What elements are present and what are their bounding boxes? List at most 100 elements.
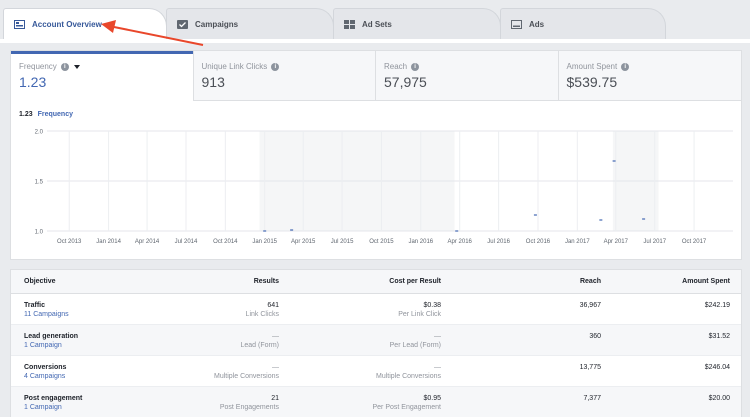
x-tick-label: Jul 2016 <box>487 239 510 245</box>
x-tick-label: Jan 2017 <box>565 239 590 245</box>
x-tick-label: Oct 2013 <box>57 239 82 245</box>
chart-header: 1.23 Frequency <box>19 111 73 118</box>
campaigns-link[interactable]: 1 Campaign <box>24 404 62 411</box>
x-tick-label: Jul 2015 <box>331 239 354 245</box>
reach-value: 360 <box>589 333 601 340</box>
metric-value: 1.23 <box>19 74 47 90</box>
results-subtext: Lead (Form) <box>240 342 279 349</box>
tab-ad-sets[interactable]: Ad Sets <box>333 8 501 40</box>
results-cell: — Multiple Conversions <box>201 364 279 380</box>
objective-name: Lead generation <box>24 333 79 340</box>
info-icon[interactable]: i <box>271 62 280 71</box>
chart-header-metric: Frequency <box>37 111 73 118</box>
objective-cell: Lead generation 1 Campaign <box>11 333 201 349</box>
overview-icon <box>14 20 25 29</box>
amount-spent-value: $20.00 <box>708 395 730 402</box>
x-tick-label: Jul 2017 <box>643 239 666 245</box>
tab-ads[interactable]: Ads <box>500 8 666 40</box>
campaigns-link[interactable]: 4 Campaigns <box>24 373 66 380</box>
x-tick-label: Oct 2017 <box>682 239 707 245</box>
tab-content-top <box>0 39 750 43</box>
info-icon[interactable]: i <box>411 62 420 71</box>
header-objective[interactable]: Objective <box>24 278 56 285</box>
objective-name: Conversions <box>24 364 67 371</box>
x-tick-label: Jan 2015 <box>252 239 277 245</box>
header-cost-per-result[interactable]: Cost per Result <box>389 278 441 285</box>
results-cell: 21 Post Engagements <box>201 395 279 411</box>
cost-per-result-cell: $0.95 Per Post Engagement <box>279 395 442 411</box>
amount-spent-value: $31.52 <box>708 333 730 340</box>
info-icon[interactable]: i <box>621 62 630 71</box>
metric-value: $539.75 <box>566 74 618 90</box>
tab-bar: Account Overview Campaigns Ad Sets Ads <box>0 0 750 40</box>
table-header: Objective Results Cost per Result Reach … <box>11 270 741 294</box>
x-tick-label: Jan 2014 <box>96 239 121 245</box>
tab-campaigns[interactable]: Campaigns <box>166 8 334 40</box>
frequency-chart: 2.0 1.5 1.0 Oct 2013 Jan 2014 Apr 2014 Jul 201… <box>35 130 733 245</box>
x-tick-label: Oct 2014 <box>213 239 238 245</box>
metric-label: Unique Link Clicks <box>201 62 268 71</box>
amount-spent-value: $242.19 <box>704 302 730 309</box>
metric-label: Frequency <box>19 62 57 71</box>
metric-label-row: Reach i <box>384 62 558 71</box>
header-reach[interactable]: Reach <box>579 278 601 285</box>
results-cell: — Lead (Form) <box>201 333 279 349</box>
table-row: Conversions 4 Campaigns — Multiple Conve… <box>11 356 741 387</box>
ads-icon <box>511 20 522 29</box>
cost-per-result-cell: $0.38 Per Link Click <box>279 302 441 318</box>
tab-label: Ads <box>529 20 545 29</box>
cost-per-result-value: — <box>434 364 441 371</box>
cost-per-result-value: — <box>434 333 441 340</box>
objective-cell: Post engagement 1 Campaign <box>11 395 201 411</box>
metric-value: 57,975 <box>384 74 427 90</box>
tab-label: Account Overview <box>32 20 102 29</box>
cost-per-result-subtext: Per Link Click <box>398 311 441 318</box>
reach-value: 13,775 <box>579 364 601 371</box>
x-tick-label: Jul 2014 <box>175 239 198 245</box>
objective-cell: Traffic 11 Campaigns <box>11 302 201 318</box>
tab-account-overview[interactable]: Account Overview <box>3 8 167 40</box>
y-tick-label: 1.0 <box>35 230 44 236</box>
chart-header-value: 1.23 <box>19 111 33 118</box>
header-amount-spent[interactable]: Amount Spent <box>682 278 730 285</box>
metric-amount-spent[interactable]: Amount Spent i $539.75 <box>558 51 742 101</box>
table-row: Lead generation 1 Campaign — Lead (Form)… <box>11 325 741 356</box>
reach-value: 7,377 <box>583 395 601 402</box>
results-subtext: Multiple Conversions <box>214 373 279 380</box>
table-row: Post engagement 1 Campaign 21 Post Engag… <box>11 387 741 417</box>
campaigns-link[interactable]: 1 Campaign <box>24 342 62 349</box>
results-value: — <box>272 364 279 371</box>
metric-label-row: Unique Link Clicks i <box>202 62 376 71</box>
cost-per-result-value: $0.95 <box>423 395 441 402</box>
cost-per-result-subtext: Multiple Conversions <box>376 373 441 380</box>
cost-per-result-cell: — Multiple Conversions <box>279 364 441 380</box>
dropdown-caret-icon[interactable] <box>73 64 80 69</box>
x-tick-label: Apr 2017 <box>604 239 629 245</box>
objectives-table: Objective Results Cost per Result Reach … <box>10 269 742 417</box>
metric-frequency[interactable]: Frequency i 1.23 <box>11 51 194 101</box>
x-tick-label: Apr 2014 <box>135 239 160 245</box>
metric-selector: Frequency i 1.23 Unique Link Clicks i 91… <box>11 51 741 101</box>
x-tick-label: Apr 2016 <box>448 239 473 245</box>
info-icon[interactable]: i <box>60 62 69 71</box>
x-tick-label: Oct 2016 <box>526 239 551 245</box>
metric-label-row: Amount Spent i <box>567 62 742 71</box>
y-tick-label: 2.0 <box>35 130 44 136</box>
metric-unique-link-clicks[interactable]: Unique Link Clicks i 913 <box>193 51 376 101</box>
objective-cell: Conversions 4 Campaigns <box>11 364 201 380</box>
y-tick-label: 1.5 <box>35 180 44 186</box>
tab-label: Ad Sets <box>362 20 392 29</box>
metric-reach[interactable]: Reach i 57,975 <box>376 51 559 101</box>
header-results[interactable]: Results <box>253 278 279 285</box>
amount-spent-value: $246.04 <box>704 364 730 371</box>
results-value: — <box>272 333 279 340</box>
campaigns-link[interactable]: 11 Campaigns <box>24 311 69 318</box>
results-value: 641 <box>267 302 279 309</box>
tab-label: Campaigns <box>195 20 239 29</box>
objective-name: Post engagement <box>24 395 83 402</box>
table-row: Traffic 11 Campaigns 641 Link Clicks $0.… <box>11 294 741 325</box>
metric-value: 913 <box>201 74 225 90</box>
x-tick-label: Oct 2015 <box>369 239 394 245</box>
objective-name: Traffic <box>24 302 46 309</box>
metric-label-row: Frequency i <box>19 62 193 71</box>
